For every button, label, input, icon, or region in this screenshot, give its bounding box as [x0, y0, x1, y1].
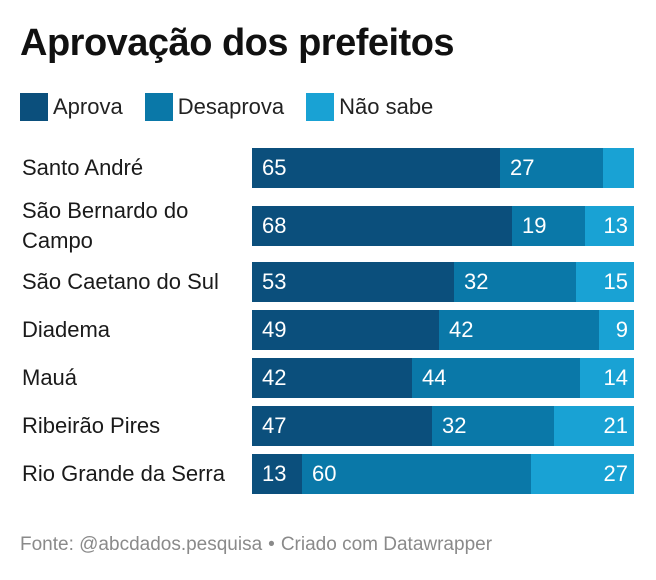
bar-segment: 32	[454, 262, 576, 302]
data-label: 27	[510, 155, 535, 180]
data-label: 13	[603, 213, 628, 238]
data-label: 14	[603, 365, 628, 390]
footer-credit: Criado com Datawrapper	[280, 534, 493, 555]
bar-row: 68 19 13	[252, 206, 634, 246]
category-label: Mauá	[22, 365, 78, 390]
bar-segment: 15	[576, 262, 634, 302]
footer-separator: •	[268, 534, 275, 555]
chart-title: Aprovação dos prefeitos	[20, 22, 455, 64]
category-label: São Bernardo do Campo	[22, 198, 189, 253]
data-label: 42	[449, 317, 474, 342]
bar-segment: 13	[585, 206, 634, 246]
legend-item: Aprova	[20, 93, 123, 121]
category-label: Rio Grande da Serra	[22, 461, 225, 486]
bar-segment: 21	[554, 406, 634, 446]
bar-segment	[603, 148, 634, 188]
legend-item: Não sabe	[306, 93, 433, 121]
bar-segment: 27	[531, 454, 634, 494]
bar-segment: 68	[252, 206, 512, 246]
data-label: 60	[312, 461, 337, 486]
data-label: 44	[422, 365, 447, 390]
data-label: 15	[603, 269, 628, 294]
bar-segment: 47	[252, 406, 432, 446]
bar-segment: 14	[580, 358, 634, 398]
bar-segment: 13	[252, 454, 302, 494]
bar-row: 49 42 9	[252, 310, 634, 350]
bar-segment: 65	[252, 148, 500, 188]
data-label: 32	[442, 413, 467, 438]
bar-row: 42 44 14	[252, 358, 634, 398]
bar-row: 53 32 15	[252, 262, 634, 302]
category-label: Diadema	[22, 317, 111, 342]
data-label: 68	[262, 213, 287, 238]
legend-label: Aprova	[53, 94, 123, 119]
bar-row: 13 60 27	[252, 454, 634, 494]
bar-segment: 53	[252, 262, 454, 302]
category-label: Ribeirão Pires	[22, 413, 161, 438]
bar-segment: 27	[500, 148, 603, 188]
legend-label: Desaprova	[177, 94, 285, 119]
data-label: 42	[262, 365, 287, 390]
chart-footer: Fonte: @abcdados.pesquisa • Criado com Dat…	[20, 534, 492, 556]
data-label: 53	[262, 269, 287, 294]
legend-swatch	[20, 93, 48, 121]
data-label: 19	[522, 213, 547, 238]
chart-legend: Aprova Desaprova Não sabe	[20, 92, 455, 122]
footer-source: Fonte: @abcdados.pesquisa	[20, 534, 263, 555]
data-label: 32	[464, 269, 489, 294]
data-label: 47	[262, 413, 287, 438]
bar-segment: 42	[439, 310, 599, 350]
bar-segment: 44	[412, 358, 580, 398]
bar-segment: 32	[432, 406, 554, 446]
legend-swatch	[306, 93, 335, 121]
data-label: 21	[603, 413, 628, 438]
bar-segment: 49	[252, 310, 439, 350]
bar-row: 65 27	[252, 148, 634, 188]
bar-segment: 60	[302, 454, 531, 494]
data-label: 65	[262, 155, 287, 180]
legend-swatch	[144, 93, 173, 121]
bar-segment: 19	[512, 206, 585, 246]
stacked-bar-chart: Santo André 65 27 São Bernardo do Campo 68 19…	[22, 148, 634, 494]
bar-row: 47 32 21	[252, 406, 634, 446]
category-label: Santo André	[22, 155, 144, 180]
legend-label: Não sabe	[339, 94, 434, 119]
bar-segment: 9	[599, 310, 634, 350]
bar-segment: 42	[252, 358, 412, 398]
legend-item: Desaprova	[144, 93, 285, 121]
data-label: 49	[262, 317, 287, 342]
category-label: São Caetano do Sul	[22, 269, 219, 294]
data-label: 13	[262, 461, 287, 486]
data-label: 9	[615, 317, 628, 342]
data-label: 27	[603, 461, 628, 486]
